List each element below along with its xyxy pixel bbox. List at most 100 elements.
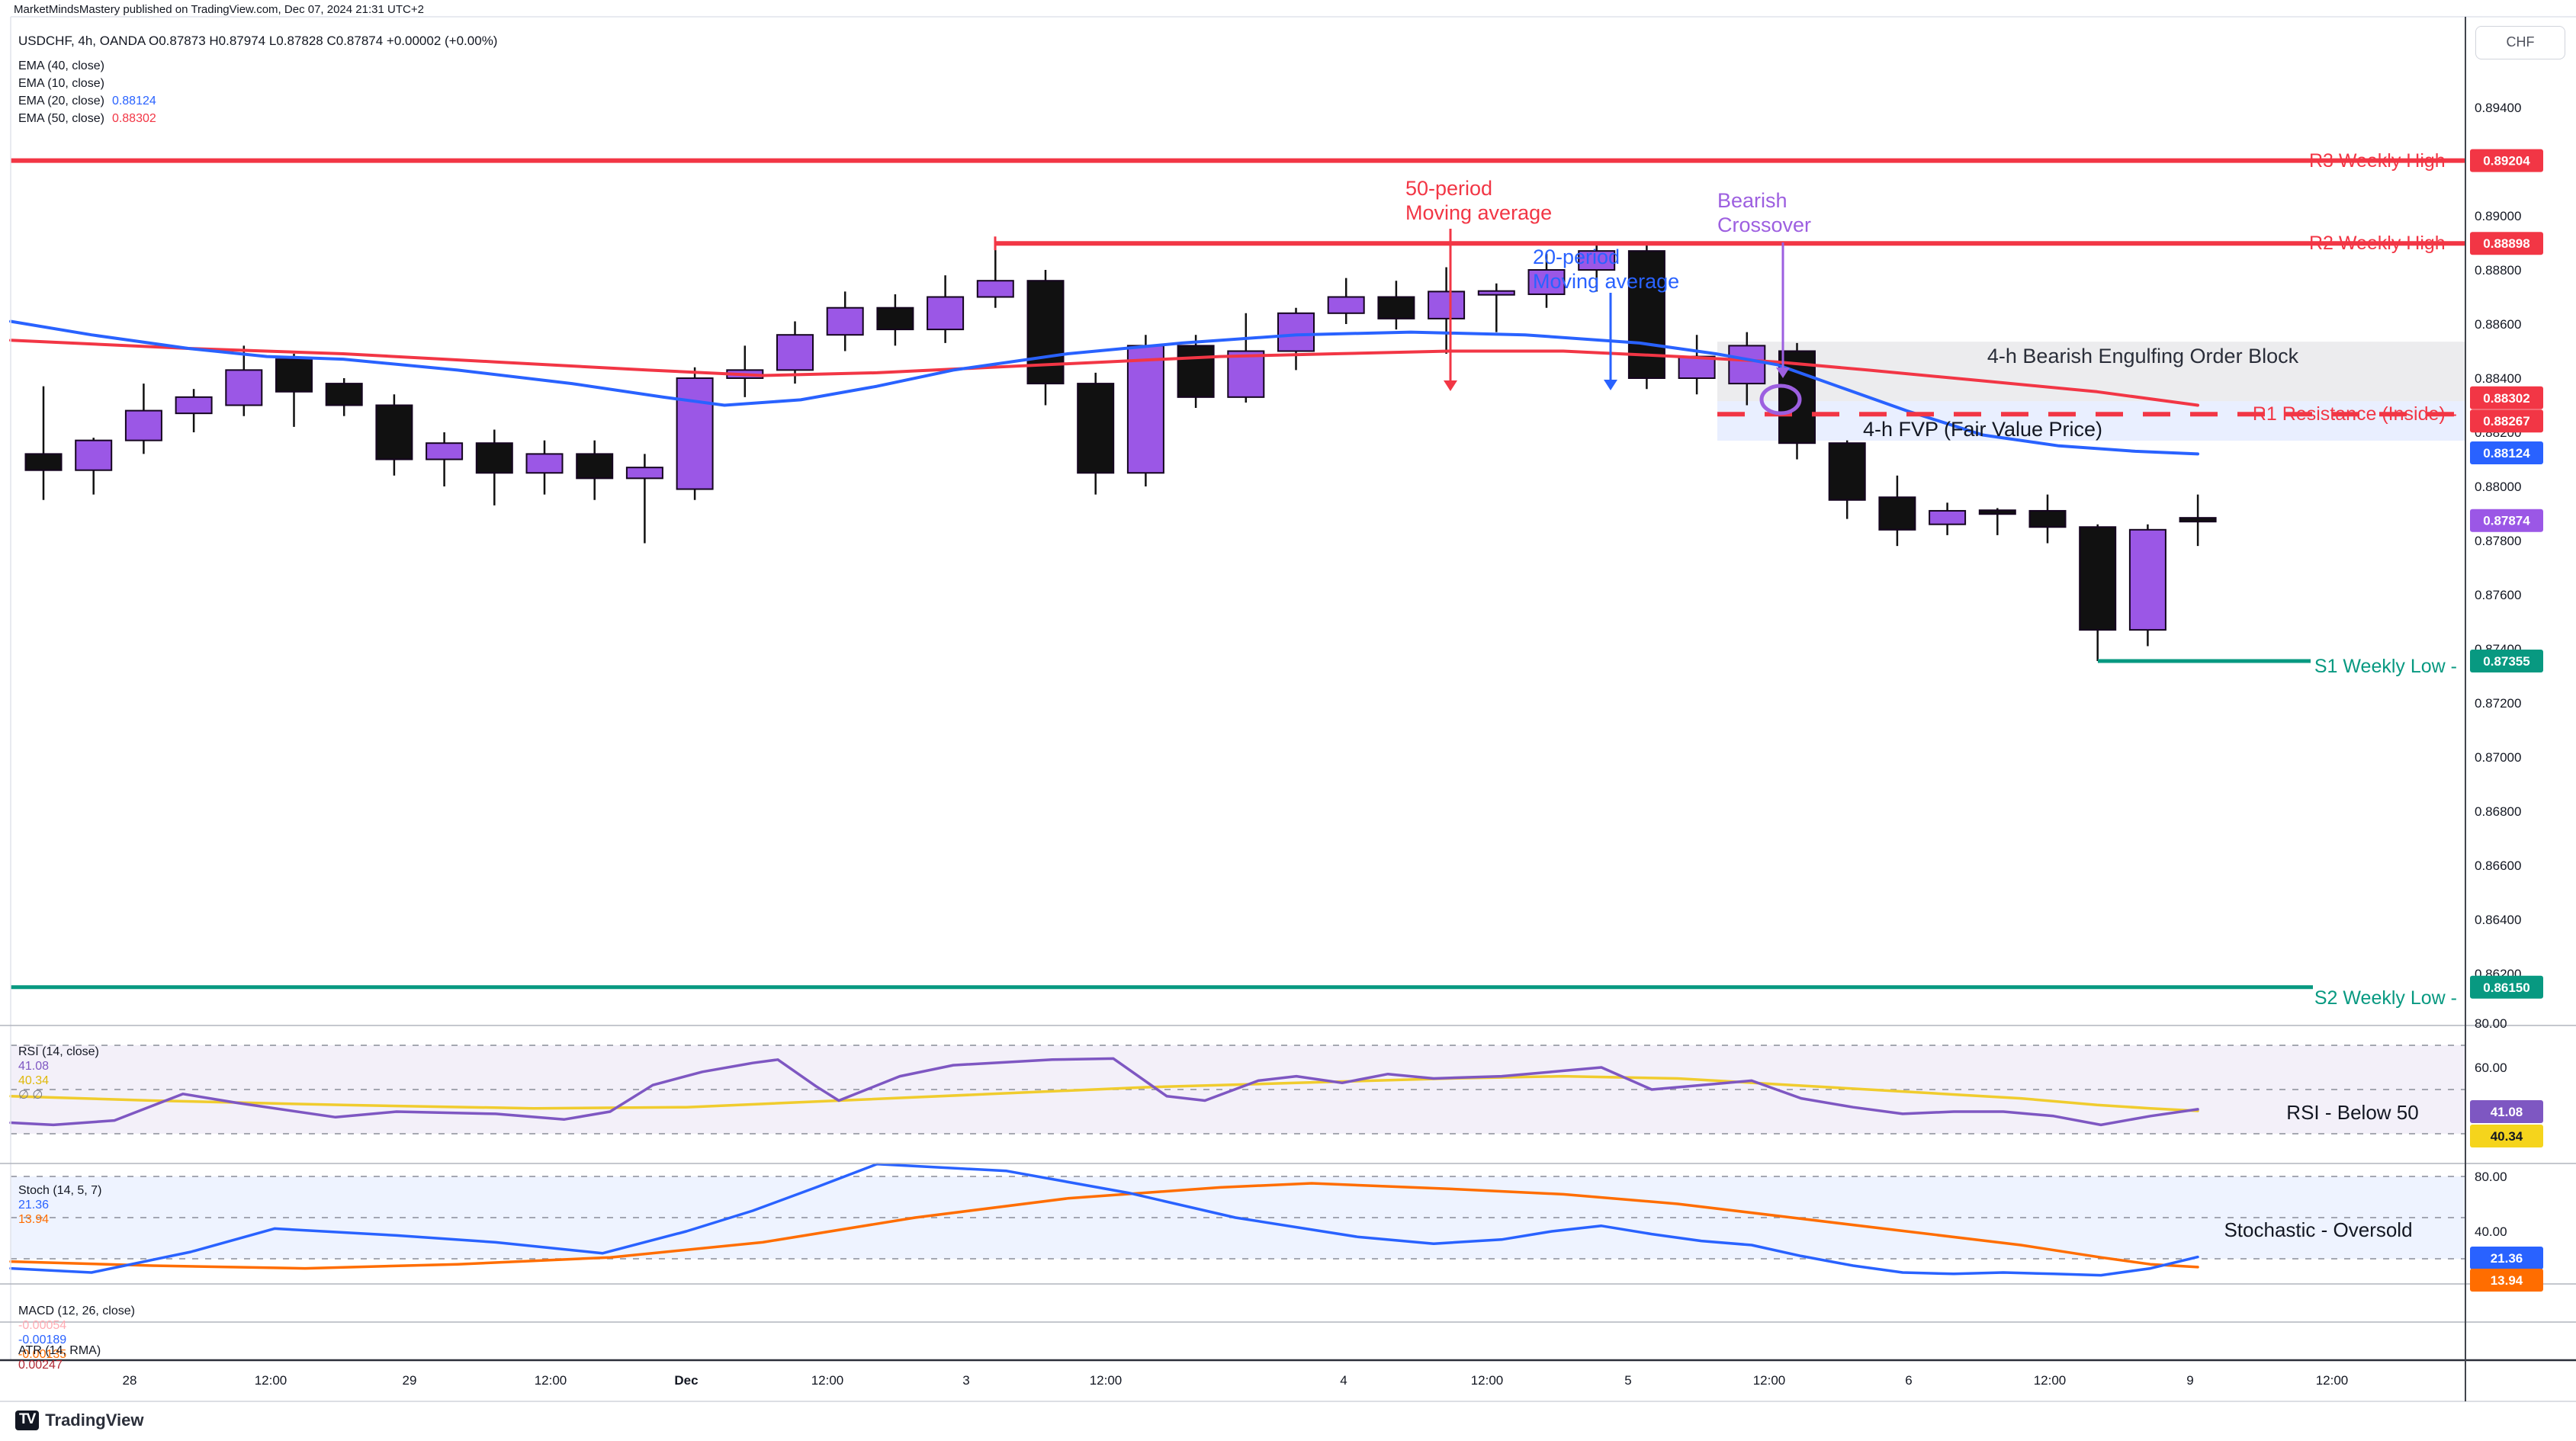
label-s2-weekly-low[interactable]: S2 Weekly Low -: [2314, 987, 2457, 1009]
price-tick: 0.88400: [2475, 371, 2521, 386]
candle-down[interactable]: [475, 442, 513, 474]
time-tick[interactable]: Dec: [674, 1373, 698, 1388]
candle-down[interactable]: [2179, 517, 2217, 523]
annotation-rsi-below-50[interactable]: RSI - Below 50: [2286, 1101, 2419, 1124]
macd-pane-header[interactable]: MACD (12, 26, close) -0.00054 -0.00189 -…: [18, 1290, 144, 1362]
candle-down[interactable]: [375, 404, 413, 461]
legend-ema50[interactable]: EMA (50, close) 0.88302: [18, 112, 156, 127]
legend-ema40[interactable]: EMA (40, close): [18, 59, 104, 74]
candle-up[interactable]: [175, 396, 213, 415]
candle-down[interactable]: [1828, 442, 1866, 501]
candle-down[interactable]: [275, 358, 313, 393]
time-tick[interactable]: 3: [962, 1373, 969, 1388]
candle-down[interactable]: [2079, 526, 2117, 631]
price-tick: 0.89000: [2475, 209, 2521, 223]
time-tick[interactable]: 12:00: [2034, 1373, 2067, 1388]
candle-up[interactable]: [976, 280, 1014, 298]
time-tick[interactable]: 12:00: [535, 1373, 567, 1388]
candle-down[interactable]: [1377, 296, 1415, 319]
candle-up[interactable]: [1527, 269, 1566, 295]
symbol-ohlc-line[interactable]: USDCHF, 4h, OANDA O0.87873 H0.87974 L0.8…: [18, 34, 498, 48]
label-r1-resistance[interactable]: R1 Resistance (Inside) -: [2252, 403, 2457, 425]
time-tick[interactable]: 9: [2186, 1373, 2193, 1388]
candle-up[interactable]: [426, 442, 464, 461]
annotation-50period-ma[interactable]: 50-period Moving average: [1405, 177, 1553, 224]
time-tick[interactable]: 5: [1624, 1373, 1631, 1388]
rsi-empty-params: ∅ ∅: [18, 1088, 43, 1102]
candle-up[interactable]: [1428, 290, 1466, 319]
candle-down[interactable]: [24, 453, 63, 471]
annotation-stochastic-oversold[interactable]: Stochastic - Oversold: [2224, 1218, 2413, 1241]
time-tick[interactable]: 12:00: [1090, 1373, 1123, 1388]
rsi-line: [9, 1057, 2199, 1127]
candle-up[interactable]: [1929, 509, 1967, 525]
legend-ema20[interactable]: EMA (20, close) 0.88124: [18, 95, 156, 109]
tradingview-logo[interactable]: TV TradingView: [15, 1411, 143, 1430]
label-r2-weekly-high[interactable]: R2 Weekly High -: [2308, 233, 2457, 254]
rsi-pane-header[interactable]: RSI (14, close) 41.08 40.34 ∅ ∅: [18, 1031, 108, 1102]
legend-ema10[interactable]: EMA (10, close): [18, 77, 104, 91]
candle-up[interactable]: [1578, 250, 1616, 271]
candle-down[interactable]: [1177, 345, 1215, 398]
candle-up[interactable]: [776, 334, 814, 371]
axis-badge: [2470, 1125, 2543, 1147]
crossover-circle[interactable]: [1759, 384, 1802, 416]
rsi-ma-value: 40.34: [18, 1074, 50, 1087]
candle-down[interactable]: [876, 306, 914, 331]
label-r3-weekly-high[interactable]: R3 Weekly High -: [2308, 150, 2457, 172]
annotation-20period-ma[interactable]: 20-period Moving average: [1533, 246, 1680, 293]
candle-down[interactable]: [576, 453, 614, 480]
candle-up[interactable]: [1477, 290, 1515, 296]
axis-badge-text: 0.89204: [2483, 154, 2530, 168]
annotation-fvp[interactable]: 4-h FVP (Fair Value Price): [1862, 418, 2103, 441]
time-tick[interactable]: 12:00: [811, 1373, 844, 1388]
candle-up[interactable]: [625, 467, 663, 480]
time-tick[interactable]: 12:00: [1471, 1373, 1504, 1388]
axis-badge-text: 0.88267: [2483, 414, 2529, 428]
stoch-pane-header[interactable]: Stoch (14, 5, 7) 21.36 13.94: [18, 1170, 111, 1228]
candle-down[interactable]: [1077, 383, 1115, 474]
s1-label-text: S1 Weekly Low: [2314, 656, 2446, 677]
time-tick[interactable]: 28: [123, 1373, 137, 1388]
candle-up[interactable]: [1327, 296, 1365, 314]
time-tick[interactable]: 6: [1905, 1373, 1912, 1388]
annotation-bearish-crossover[interactable]: Bearish Crossover: [1717, 189, 1812, 236]
candle-up[interactable]: [225, 369, 263, 406]
time-tick[interactable]: 12:00: [1753, 1373, 1786, 1388]
candle-up[interactable]: [1126, 345, 1164, 474]
candle-up[interactable]: [1277, 312, 1315, 352]
price-tick: 0.86600: [2475, 859, 2521, 873]
time-tick[interactable]: 12:00: [2316, 1373, 2349, 1388]
candle-up[interactable]: [124, 409, 162, 441]
legend-ema20-label: EMA (20, close): [18, 95, 104, 108]
candle-up[interactable]: [676, 377, 714, 490]
candle-down[interactable]: [1978, 509, 2016, 515]
candle-up[interactable]: [75, 439, 113, 471]
candle-up[interactable]: [1728, 345, 1766, 385]
tradingview-logo-icon: TV: [15, 1411, 40, 1430]
atr-pane-header[interactable]: ATR (14, RMA) 0.00247: [18, 1330, 110, 1373]
candle-down[interactable]: [325, 383, 363, 406]
candle-up[interactable]: [826, 306, 864, 336]
label-s1-weekly-low[interactable]: S1 Weekly Low -: [2314, 656, 2457, 677]
candle-up[interactable]: [927, 296, 965, 331]
candle-down[interactable]: [1878, 496, 1916, 531]
candle-down[interactable]: [1026, 280, 1065, 385]
candle-up[interactable]: [2128, 528, 2166, 631]
candle-up[interactable]: [1227, 350, 1265, 398]
legend-ema50-label: EMA (50, close): [18, 112, 104, 125]
time-tick[interactable]: 4: [1340, 1373, 1347, 1388]
legend-ema20-value: 0.88124: [111, 95, 156, 108]
annotation-arrowhead-2: [1776, 367, 1790, 378]
stoch-k-line: [9, 1163, 2199, 1277]
time-tick[interactable]: 12:00: [255, 1373, 287, 1388]
time-tick[interactable]: 29: [403, 1373, 417, 1388]
axis-badge-text: 40.34: [2491, 1129, 2523, 1144]
candle-down[interactable]: [2028, 509, 2067, 528]
axis-badge: [2470, 975, 2543, 999]
candle-up[interactable]: [1678, 355, 1716, 380]
currency-axis-button[interactable]: CHF: [2475, 26, 2565, 59]
candle-up[interactable]: [525, 453, 564, 474]
annotation-order-block[interactable]: 4-h Bearish Engulfing Order Block: [1987, 345, 2299, 367]
